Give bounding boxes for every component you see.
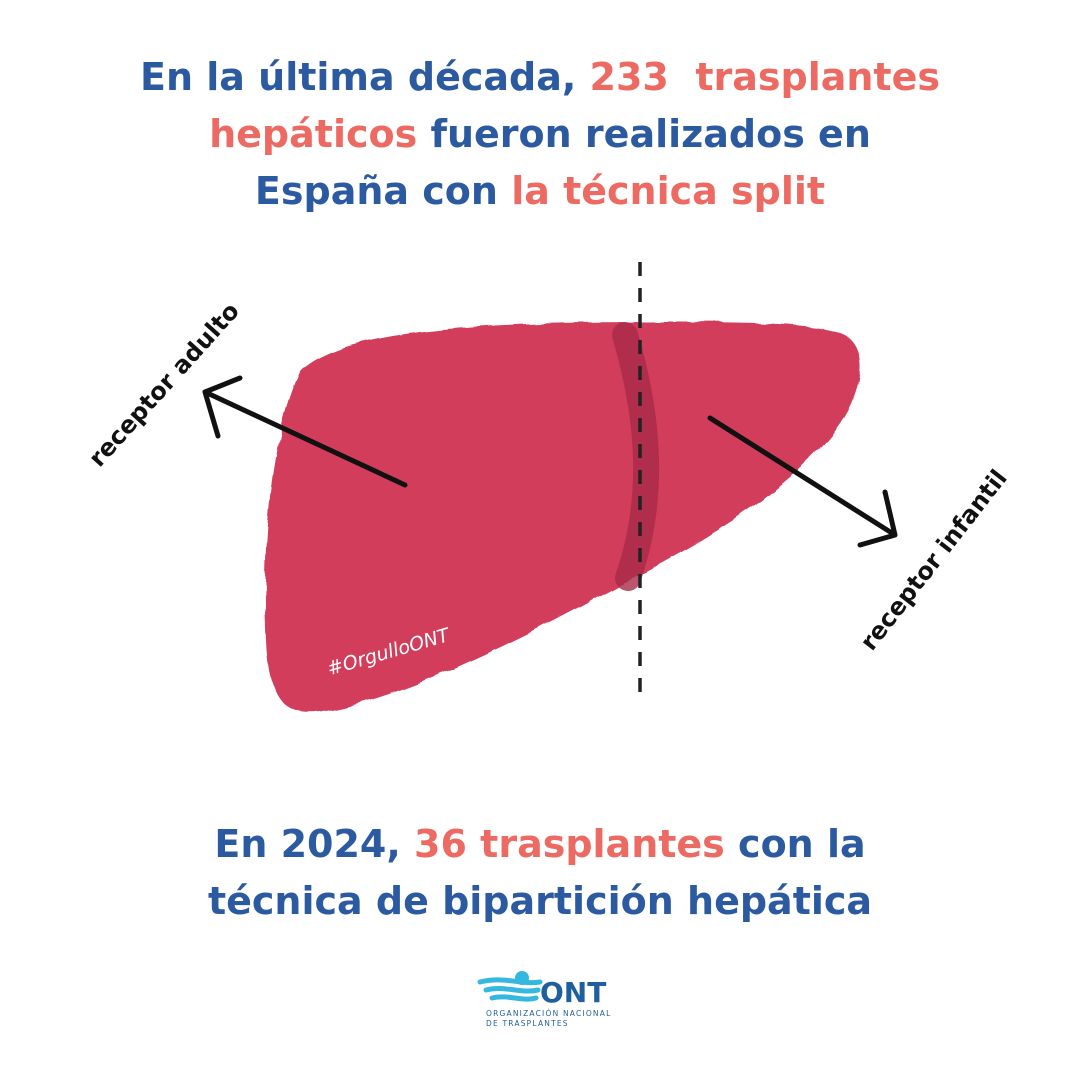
text-segment: En 2024, xyxy=(214,822,414,866)
logo-name: ONT xyxy=(540,976,606,1009)
text-line: técnica de bipartición hepática xyxy=(208,879,872,923)
logo-line1: ORGANIZACIÓN NACIONAL xyxy=(486,1009,611,1018)
text-line: En 2024, 36 trasplantes con la xyxy=(214,822,865,866)
right-label: receptor infantil xyxy=(855,464,1013,655)
arrow-left xyxy=(202,375,408,488)
text-segment: España con xyxy=(255,169,511,213)
logo-line2: DE TRASPLANTES xyxy=(486,1019,569,1028)
logo: ONT ORGANIZACIÓN NACIONAL DE TRASPLANTES xyxy=(477,971,611,1028)
text-segment: 233 trasplantes xyxy=(590,55,940,99)
text-segment: 36 trasplantes xyxy=(414,822,725,866)
liver-illustration: receptor adulto receptor infantil #Orgul… xyxy=(83,262,1013,713)
text-segment: hepáticos xyxy=(209,112,417,156)
footer: En 2024, 36 trasplantes con la técnica de… xyxy=(208,822,872,923)
headline: En la última década, 233 trasplantes hepá… xyxy=(140,55,940,213)
logo-figure xyxy=(515,971,529,985)
logo-wings xyxy=(477,977,543,1002)
cut-band xyxy=(612,322,660,591)
arrow-right xyxy=(707,415,898,548)
text-segment: técnica de bipartición hepática xyxy=(208,879,872,923)
text-segment: En la última década, xyxy=(140,55,590,99)
text-line: hepáticos fueron realizados en xyxy=(209,112,871,156)
text-line: España con la técnica split xyxy=(255,169,825,213)
text-line: En la última década, 233 trasplantes xyxy=(140,55,940,99)
text-segment: la técnica split xyxy=(511,169,825,213)
text-segment: con la xyxy=(725,822,866,866)
text-segment: fueron realizados en xyxy=(417,112,871,156)
